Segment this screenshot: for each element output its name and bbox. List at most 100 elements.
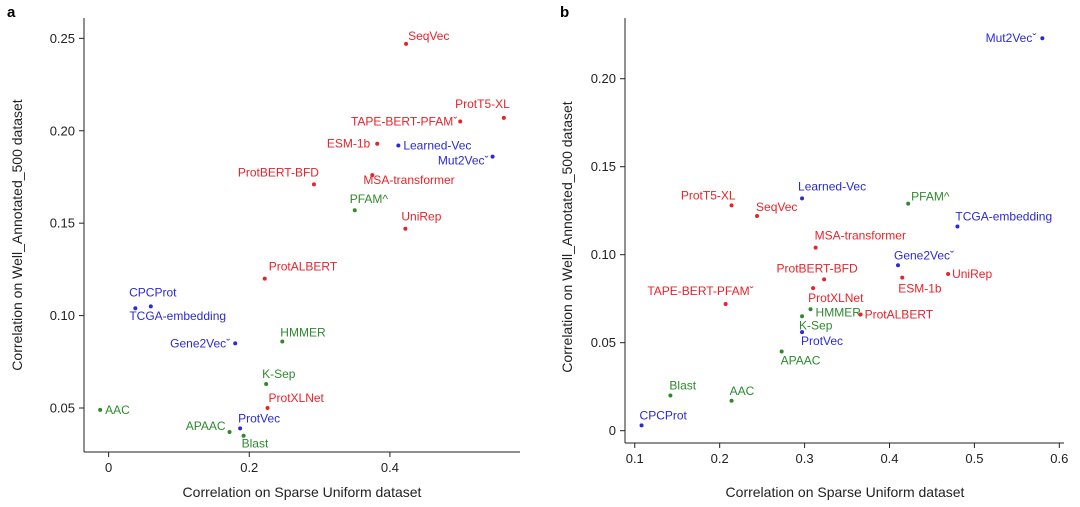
panel-a-label-protvec: ProtVec: [238, 411, 280, 425]
panel-b-x-tick-label: 0.6: [1050, 451, 1068, 466]
panel-a-point-msa-transformer: [370, 173, 375, 178]
panel-a-points: SeqVec ProtT5-XL TAPE-BERT-PFAMˇ ESM-1b Lear…: [98, 29, 510, 451]
panel-a-point-protbert-bfd: [311, 182, 316, 187]
panel-a-label-learned-vec: Learned-Vec: [403, 139, 471, 153]
panel-b-point-protalbert: [858, 312, 863, 317]
panel-b-ticks: 0.1 0.2 0.3 0.4 0.5 0.6 0 0.05 0.10 0.15 0.20: [591, 71, 1069, 466]
panel-b-label-esm-1b: ESM-1b: [898, 282, 942, 296]
panel-b-point-tcga-embedding: [955, 224, 960, 229]
panel-a-label-tcga-embedding: TCGA-embedding: [129, 309, 226, 323]
panel-a-label-hmmer: HMMER: [280, 325, 326, 339]
panel-a-point-hmmer: [280, 339, 285, 344]
panel-b-label-hmmer: HMMER: [816, 305, 862, 319]
panel-b-x-tick-label: 0.5: [965, 451, 983, 466]
panel-b-x-axis-title: Correlation on Sparse Uniform dataset: [726, 484, 965, 500]
panel-b-point-pfam: [906, 201, 911, 206]
panel-a-label-tape-bert-pfam: TAPE-BERT-PFAMˇ: [351, 115, 457, 129]
panel-b-point-aac: [729, 398, 734, 403]
panel-a-point-tape-bert-pfam: [458, 119, 463, 124]
panel-a-x-axis-title: Correlation on Sparse Uniform dataset: [183, 484, 422, 500]
panel-a-y-tick-label: 0.15: [50, 216, 75, 231]
panel-a-label-protalbert: ProtALBERT: [269, 260, 338, 274]
panel-a-y-tick-label: 0.05: [50, 401, 75, 416]
panel-a-point-protvec: [238, 426, 243, 431]
panel-b-label-pfam: PFAM^: [911, 190, 950, 204]
panel-b-label-learned-vec: Learned-Vec: [798, 179, 866, 193]
panel-b-point-hmmer: [808, 307, 813, 312]
panel-a-point-cpcprot: [148, 304, 153, 309]
panel-b-point-tape-bert-pfam: [723, 301, 728, 306]
panel-b-label-prott5-xl: ProtT5-XL: [681, 188, 736, 202]
panel-a-label-unirep: UniRep: [401, 210, 441, 224]
panel-b-letter: b: [560, 4, 569, 21]
panel-b-label-protvec: ProtVec: [801, 334, 843, 348]
panel-b-x-tick-label: 0.3: [796, 451, 814, 466]
panel-a-label-cpcprot: CPCProt: [129, 285, 177, 299]
panel-b-y-tick-label: 0.20: [591, 71, 616, 86]
panel-b-point-unirep: [946, 272, 951, 277]
panel-b-label-tape-bert-pfam: TAPE-BERT-PFAMˇ: [647, 284, 753, 298]
panel-b-y-tick-label: 0.10: [591, 247, 616, 262]
panel-b-point-protxlnet: [811, 286, 816, 291]
panel-b-points: Mut2Vecˇ Learned-Vec PFAM^ ProtT5-XL SeqVec T…: [639, 31, 1052, 428]
panel-a-point-protxlnet: [265, 406, 270, 411]
panel-b-x-tick-label: 0.4: [880, 451, 898, 466]
panel-b-x-tick-label: 0.2: [711, 451, 729, 466]
panel-b-point-k-sep: [800, 314, 805, 319]
panel-a-point-gene2vec: [233, 341, 238, 346]
panel-a-point-prott5-xl: [501, 115, 506, 120]
panel-b-y-axis-title: Correlation on Well_Annotated_500 datase…: [559, 101, 575, 372]
panel-a-y-tick-label: 0.20: [50, 123, 75, 138]
panel-b-label-mut2vec: Mut2Vecˇ: [986, 31, 1037, 45]
panel-b-label-tcga-embedding: TCGA-embedding: [955, 210, 1052, 224]
panel-a-y-tick-label: 0.10: [50, 308, 75, 323]
panel-b-label-aac: AAC: [730, 384, 755, 398]
panel-b: b 0.1 0.2 0.3 0.4 0.5 0.6 0 0.05 0.10 0.15 0.20 Mu…: [559, 4, 1068, 500]
panel-b-label-cpcprot: CPCProt: [640, 408, 688, 422]
panel-b-point-gene2vec: [895, 263, 900, 268]
panel-a-y-axis-title: Correlation on Well_Annotated_500 datase…: [9, 99, 25, 370]
panel-b-label-protalbert: ProtALBERT: [865, 308, 934, 322]
panel-a-point-blast: [241, 433, 246, 438]
panel-b-label-protbert-bfd: ProtBERT-BFD: [777, 261, 858, 275]
panel-b-y-tick-label: 0: [609, 423, 616, 438]
panel-a-point-mut2vec: [490, 154, 495, 159]
panel-b-point-msa-transformer: [813, 245, 818, 250]
panel-b-label-seqvec: SeqVec: [756, 200, 797, 214]
panel-b-label-unirep: UniRep: [952, 267, 992, 281]
panel-a-label-protxlnet: ProtXLNet: [269, 391, 325, 405]
panel-a-x-tick-label: 0: [105, 460, 112, 475]
panel-a: a 0 0.2 0.4 0.05 0.10 0.15 0.20 0.25 SeqVec Prot…: [7, 4, 520, 500]
panel-b-label-msa-transformer: MSA-transformer: [815, 229, 906, 243]
panel-b-point-seqvec: [755, 213, 760, 218]
panel-a-label-msa-transformer: MSA-transformer: [363, 173, 454, 187]
panel-a-label-protbert-bfd: ProtBERT-BFD: [238, 165, 319, 179]
panel-a-label-gene2vec: Gene2Vecˇ: [170, 336, 230, 350]
panel-a-letter: a: [7, 4, 16, 21]
panel-b-point-blast: [668, 393, 673, 398]
panel-a-label-blast: Blast: [242, 437, 269, 451]
panel-b-point-esm-1b: [900, 275, 905, 280]
panel-a-ticks: 0 0.2 0.4 0.05 0.10 0.15 0.20 0.25: [50, 31, 399, 475]
panel-b-point-protbert-bfd: [822, 277, 827, 282]
panel-a-label-mut2vec: Mut2Vecˇ: [438, 154, 489, 168]
panel-a-point-tcga-embedding: [133, 306, 138, 311]
panel-a-point-pfam: [352, 208, 357, 213]
panel-b-label-blast: Blast: [669, 378, 696, 392]
panel-b-y-tick-label: 0.05: [591, 335, 616, 350]
panel-b-point-apaac: [779, 349, 784, 354]
panel-a-label-prott5-xl: ProtT5-XL: [455, 97, 510, 111]
panel-b-label-k-sep: K-Sep: [799, 318, 833, 332]
panel-b-point-protvec: [800, 330, 805, 335]
panel-b-x-tick-label: 0.1: [626, 451, 644, 466]
panel-a-point-protalbert: [262, 276, 267, 281]
panel-a-label-esm-1b: ESM-1b: [327, 137, 371, 151]
panel-a-label-aac: AAC: [105, 403, 130, 417]
panel-a-y-tick-label: 0.25: [50, 31, 75, 46]
panel-b-point-cpcprot: [639, 423, 644, 428]
panel-b-point-mut2vec: [1040, 36, 1045, 41]
panel-a-x-tick-label: 0.4: [381, 460, 399, 475]
panel-b-label-gene2vec: Gene2Vecˇ: [894, 248, 954, 262]
panel-a-point-seqvec: [404, 41, 409, 46]
